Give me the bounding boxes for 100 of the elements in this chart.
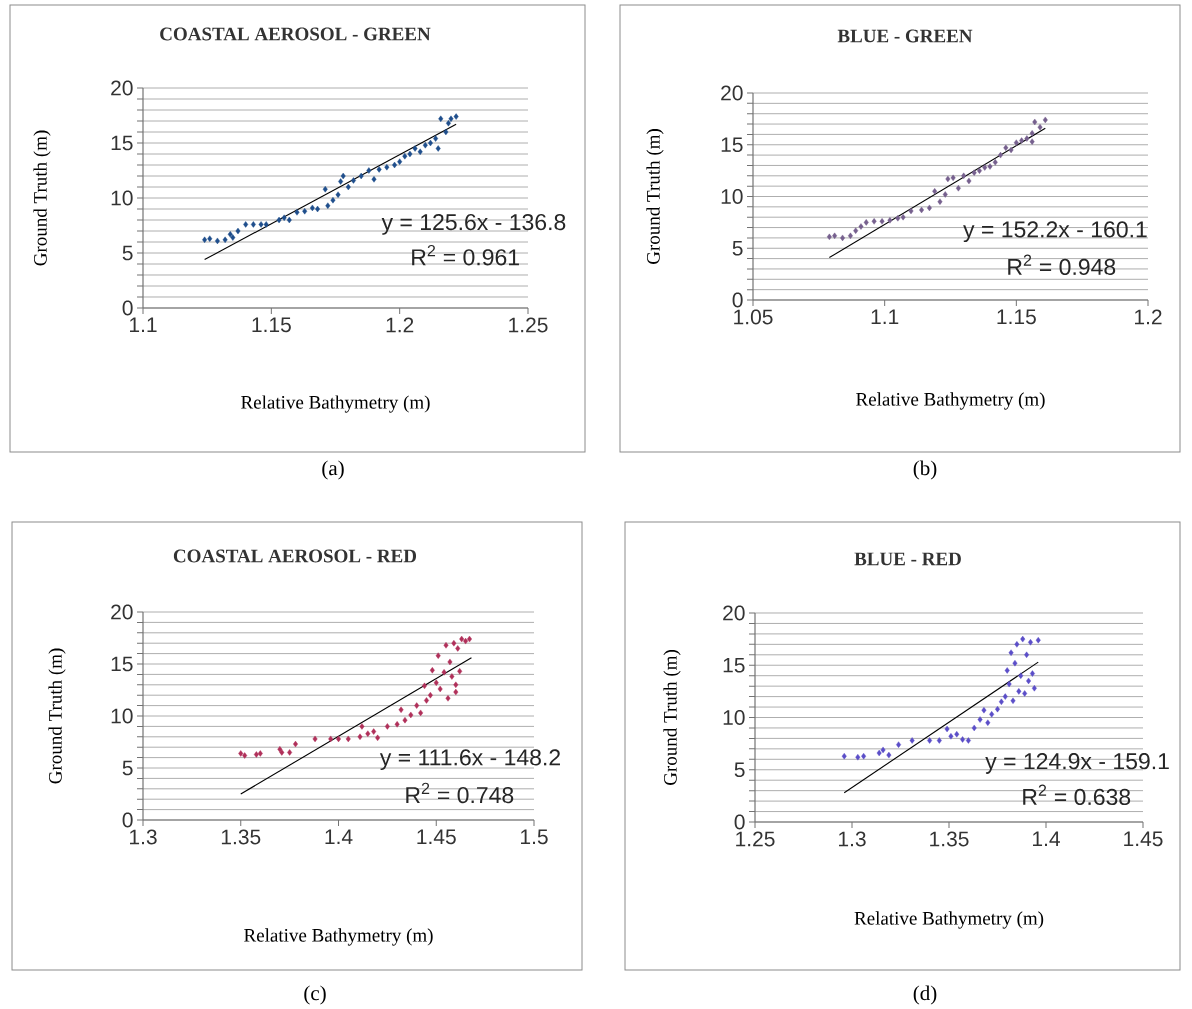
y-tick-label: 20 <box>111 80 133 96</box>
annotation: R$^{2}$ = 0.948 <box>1008 254 1116 276</box>
point <box>412 145 418 152</box>
point <box>438 115 444 122</box>
point <box>886 751 892 759</box>
text: (c) <box>304 985 326 1005</box>
y-tick-label: 0 <box>122 812 133 828</box>
point <box>435 652 441 659</box>
x-tick-label: 1.3 <box>839 831 866 847</box>
annotation: y = 152.2x - 160.1 <box>963 221 1147 243</box>
y-tick-label: 10 <box>111 708 133 724</box>
point <box>954 731 960 738</box>
point <box>276 216 282 224</box>
point <box>376 166 382 173</box>
point <box>294 209 300 216</box>
point <box>1020 635 1026 643</box>
point <box>451 640 457 647</box>
point <box>863 219 869 226</box>
point <box>1031 685 1037 692</box>
point <box>871 218 877 225</box>
point <box>422 142 428 149</box>
point <box>287 749 293 756</box>
annotation: R$^{2}$ = 0.638 <box>1023 784 1131 806</box>
point <box>1010 697 1016 704</box>
y-axis-title: Ground Truth (m) <box>663 650 681 785</box>
point <box>453 688 459 696</box>
point <box>414 702 420 709</box>
point <box>1013 139 1019 146</box>
x-tick-label: 1.15 <box>997 309 1036 325</box>
point <box>263 221 269 228</box>
point <box>445 120 451 127</box>
y-axis-title: Ground Truth (m) <box>48 648 66 784</box>
point <box>325 202 331 209</box>
point <box>433 135 439 142</box>
x-tick-label: 1.3 <box>130 829 157 845</box>
point <box>1006 680 1012 688</box>
point <box>449 673 455 680</box>
x-tick-label: 1.1 <box>871 309 899 324</box>
point <box>365 730 371 737</box>
point <box>826 233 832 241</box>
point <box>908 207 914 215</box>
point <box>985 719 991 726</box>
y-tick-label: 0 <box>734 814 745 830</box>
point <box>853 227 859 234</box>
point <box>832 232 838 240</box>
point <box>279 749 285 756</box>
y-tick-label: 5 <box>122 245 133 261</box>
point <box>847 232 853 240</box>
point <box>858 223 864 230</box>
x-axis-title: Relative Bathymetry (m) <box>241 395 430 413</box>
point <box>371 176 377 183</box>
point <box>1004 667 1010 674</box>
point <box>417 148 423 155</box>
point <box>338 178 344 185</box>
point <box>443 128 449 136</box>
y-tick-label: 5 <box>122 760 133 776</box>
annotation: y = 124.9x - 159.1 <box>985 753 1169 774</box>
point <box>309 204 315 212</box>
point <box>1029 138 1035 145</box>
point <box>937 198 943 205</box>
point <box>879 218 885 225</box>
point <box>358 172 364 180</box>
point <box>1024 135 1030 142</box>
x-axis-title: Relative Bathymetry (m) <box>856 392 1045 410</box>
point <box>330 197 336 204</box>
point <box>961 172 967 179</box>
point <box>945 175 951 183</box>
x-tick-label: 1.45 <box>417 829 456 845</box>
point <box>457 668 463 675</box>
chart-title: BLUE - GREEN <box>837 29 973 43</box>
point <box>359 723 365 730</box>
point <box>1018 672 1024 679</box>
point <box>1028 639 1033 646</box>
point <box>841 752 847 760</box>
point <box>1037 123 1043 131</box>
point <box>936 737 942 744</box>
x-tick-label: 1.2 <box>1135 309 1162 325</box>
point <box>433 679 439 686</box>
point <box>402 716 408 724</box>
y-tick-label: 10 <box>111 190 133 206</box>
point <box>896 741 902 748</box>
point <box>328 735 334 743</box>
point <box>982 164 988 171</box>
point <box>257 750 263 757</box>
point <box>351 177 356 184</box>
text: (a) <box>322 460 344 480</box>
annotation: R$^{2}$ = 0.961 <box>412 244 519 266</box>
point <box>1019 137 1025 144</box>
y-tick-label: 0 <box>122 300 133 316</box>
x-axis-title: Relative Bathymetry (m) <box>244 928 433 946</box>
x-tick-label: 1.25 <box>509 317 548 333</box>
annotation: R$^{2}$ = 0.748 <box>406 782 514 804</box>
point <box>998 698 1004 706</box>
y-tick-label: 15 <box>723 657 745 673</box>
point <box>242 752 248 759</box>
point <box>427 692 433 699</box>
point <box>955 185 961 192</box>
y-tick-label: 5 <box>732 240 743 256</box>
point <box>397 158 403 165</box>
point <box>1032 118 1038 126</box>
